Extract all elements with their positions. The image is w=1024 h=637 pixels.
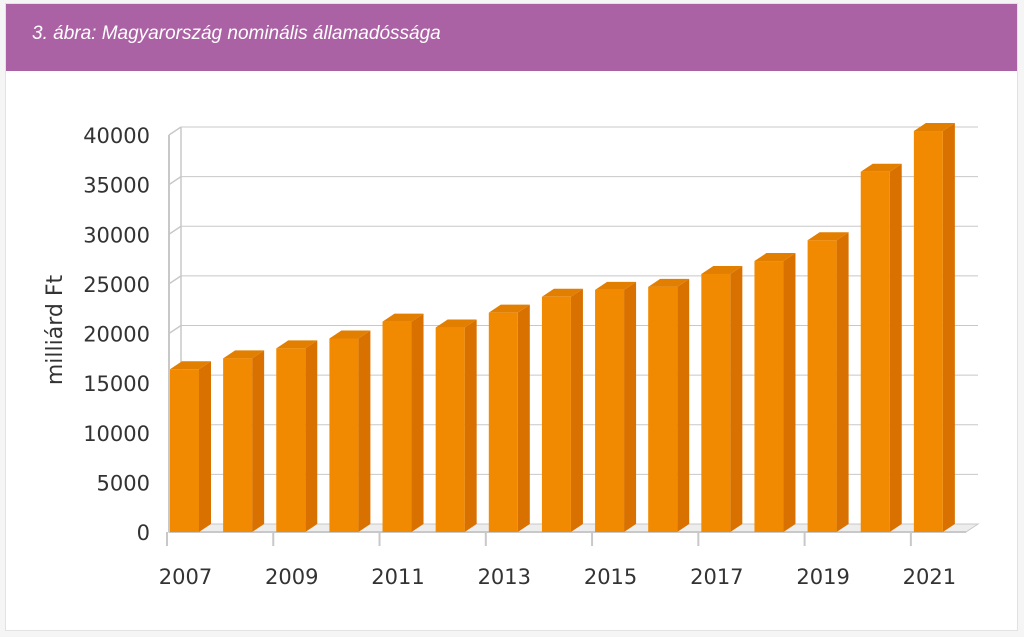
figure-title: 3. ábra: Magyarország nominális államadó… <box>32 23 441 44</box>
bar-side <box>570 288 583 532</box>
y-tick-label: 30000 <box>83 223 150 247</box>
bar-front <box>754 261 784 532</box>
bar-2011 <box>382 313 424 532</box>
bar-front <box>913 131 943 532</box>
bar-front <box>170 369 199 532</box>
bar-side <box>783 253 796 533</box>
bar-top <box>223 350 265 359</box>
bar-side <box>358 330 371 532</box>
y-tick-label: 5000 <box>97 471 150 495</box>
bar-2013 <box>488 304 530 532</box>
bar-side <box>464 319 477 532</box>
y-tick-mark <box>168 275 182 285</box>
bar-side <box>624 281 637 532</box>
y-tick-label: 25000 <box>83 273 150 297</box>
bar-side <box>411 313 424 532</box>
bar-top <box>913 123 955 132</box>
bar-2017 <box>701 265 743 532</box>
bar-2009 <box>276 340 318 532</box>
bar-front <box>595 289 625 532</box>
y-tick-mark <box>168 176 182 186</box>
bar-top <box>754 253 796 262</box>
bar-top <box>648 278 690 287</box>
x-tick-label: 2009 <box>265 565 318 589</box>
bar-2015 <box>595 281 637 532</box>
bar-top <box>488 304 530 313</box>
bar-top <box>329 330 371 339</box>
bar-side <box>305 340 318 532</box>
bar-2016 <box>648 278 690 532</box>
bar-front <box>382 321 412 532</box>
y-tick-label: 20000 <box>83 323 150 347</box>
bar-top <box>170 361 211 370</box>
y-tick-label: 10000 <box>83 422 150 446</box>
y-tick-label: 40000 <box>83 124 150 148</box>
x-tick-label: 2017 <box>690 565 743 589</box>
x-tick-label: 2019 <box>796 565 849 589</box>
x-tick-label: 2021 <box>903 565 956 589</box>
y-tick-mark <box>168 225 182 235</box>
bar-side <box>677 278 690 532</box>
bar-front <box>329 338 359 532</box>
bar-top <box>276 340 318 349</box>
bar-top <box>382 313 424 322</box>
bar-top <box>860 163 902 172</box>
bar-2021 <box>913 123 955 532</box>
y-tick-mark <box>168 324 182 335</box>
bar-front <box>541 296 571 532</box>
bar-top <box>541 288 583 297</box>
y-tick-label: 15000 <box>83 372 150 396</box>
y-tick-label: 0 <box>137 521 150 545</box>
bar-front <box>807 240 837 532</box>
bar-2012 <box>435 319 477 532</box>
bar-top <box>435 319 477 328</box>
bar-front <box>648 286 678 532</box>
bar-2007 <box>170 361 211 532</box>
x-tick-label: 2015 <box>584 565 637 589</box>
bar-front <box>223 358 253 532</box>
y-tick-mark <box>168 126 182 136</box>
bar-side <box>942 123 955 532</box>
bar-side <box>199 361 211 532</box>
bar-top <box>807 232 849 241</box>
bar-2020 <box>860 163 902 532</box>
bar-2008 <box>223 350 265 532</box>
y-tick-label: 35000 <box>83 174 150 198</box>
bar-side <box>730 265 743 532</box>
bar-side <box>252 350 265 532</box>
bar-top <box>701 265 743 274</box>
bar-front <box>435 327 465 532</box>
bar-2019 <box>807 232 849 532</box>
x-tick-label: 2011 <box>371 565 424 589</box>
figure-header: 3. ábra: Magyarország nominális államadó… <box>6 4 1017 71</box>
bar-side <box>889 163 902 532</box>
bar-front <box>701 273 731 532</box>
bar-top <box>595 281 637 290</box>
bar-front <box>488 312 518 532</box>
y-axis-label: milliárd Ft <box>43 275 68 386</box>
bar-side <box>517 304 530 532</box>
x-tick-label: 2013 <box>478 565 531 589</box>
bar-side <box>836 232 849 532</box>
bar-front <box>860 171 890 532</box>
bar-2018 <box>754 253 796 533</box>
x-tick-label: 2007 <box>159 565 212 589</box>
bar-front <box>276 348 306 532</box>
bar-2010 <box>329 330 371 532</box>
bar-2014 <box>541 288 583 532</box>
